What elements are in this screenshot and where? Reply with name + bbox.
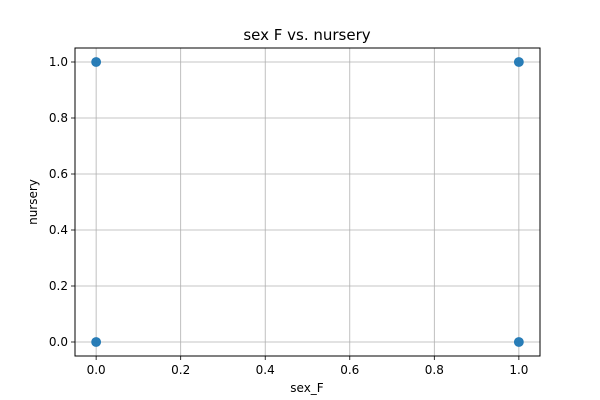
- y-axis-ticks: 0.0 0.2 0.4 0.6 0.8 1.0: [49, 55, 75, 349]
- y-tick-label: 0.2: [49, 279, 68, 293]
- y-tick-label: 0.6: [49, 167, 68, 181]
- x-tick-label: 0.4: [256, 363, 275, 377]
- y-axis-label: nursery: [26, 179, 40, 225]
- x-tick-label: 0.6: [340, 363, 359, 377]
- y-tick-label: 0.4: [49, 223, 68, 237]
- data-points: [91, 57, 524, 347]
- x-tick-label: 0.8: [425, 363, 444, 377]
- grid-lines: [75, 48, 540, 356]
- x-tick-label: 1.0: [509, 363, 528, 377]
- scatter-point: [91, 57, 102, 67]
- x-axis-ticks: 0.0 0.2 0.4 0.6 0.8 1.0: [87, 356, 528, 377]
- y-tick-label: 1.0: [49, 55, 68, 69]
- x-tick-label: 0.2: [171, 363, 190, 377]
- scatter-point: [91, 337, 102, 347]
- plot-frame: [74, 47, 541, 357]
- y-tick-label: 0.8: [49, 111, 68, 125]
- scatter-point: [513, 337, 524, 347]
- chart-title: sex F vs. nursery: [243, 26, 370, 44]
- scatter-point: [513, 57, 524, 67]
- y-tick-label: 0.0: [49, 335, 68, 349]
- x-axis-label: sex_F: [290, 381, 324, 395]
- x-tick-label: 0.0: [87, 363, 106, 377]
